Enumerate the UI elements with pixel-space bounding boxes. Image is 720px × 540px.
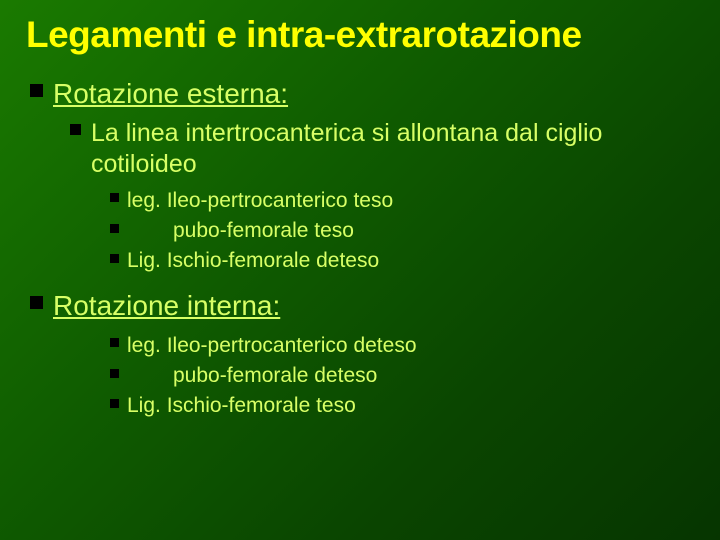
list-item-text: pubo-femorale deteso xyxy=(127,362,377,390)
list-item-text: Lig. Ischio-femorale teso xyxy=(127,392,356,420)
list-item-text: Lig. Ischio-femorale deteso xyxy=(127,247,379,275)
bullet-square-icon xyxy=(70,124,81,135)
list-item: Lig. Ischio-femorale teso xyxy=(110,392,694,420)
list-item-text: leg. Ileo-pertrocanterico teso xyxy=(127,187,393,215)
list-item: leg. Ileo-pertrocanterico deteso xyxy=(110,332,694,360)
slide: Legamenti e intra-extrarotazione Rotazio… xyxy=(0,0,720,540)
bullet-square-icon xyxy=(110,193,119,202)
list-item: pubo-femorale deteso xyxy=(110,362,694,390)
bullet-square-icon xyxy=(110,338,119,347)
section-heading: Rotazione esterna: xyxy=(30,78,694,110)
sub-point: La linea intertrocanterica si allontana … xyxy=(70,118,694,181)
section-heading: Rotazione interna: xyxy=(30,290,694,322)
bullet-square-icon xyxy=(110,224,119,233)
list-item-text: leg. Ileo-pertrocanterico deteso xyxy=(127,332,417,360)
bullet-square-icon xyxy=(110,369,119,378)
bullet-square-icon xyxy=(110,254,119,263)
bullet-square-icon xyxy=(110,399,119,408)
sub-point-text: La linea intertrocanterica si allontana … xyxy=(91,118,694,181)
section-heading-text: Rotazione interna: xyxy=(53,290,280,322)
bullet-square-icon xyxy=(30,296,43,309)
list-item: Lig. Ischio-femorale deteso xyxy=(110,247,694,275)
bullet-square-icon xyxy=(30,84,43,97)
section-heading-text: Rotazione esterna: xyxy=(53,78,288,110)
list-item: leg. Ileo-pertrocanterico teso xyxy=(110,187,694,215)
slide-title: Legamenti e intra-extrarotazione xyxy=(26,14,694,56)
list-item: pubo-femorale teso xyxy=(110,217,694,245)
list-item-text: pubo-femorale teso xyxy=(127,217,354,245)
